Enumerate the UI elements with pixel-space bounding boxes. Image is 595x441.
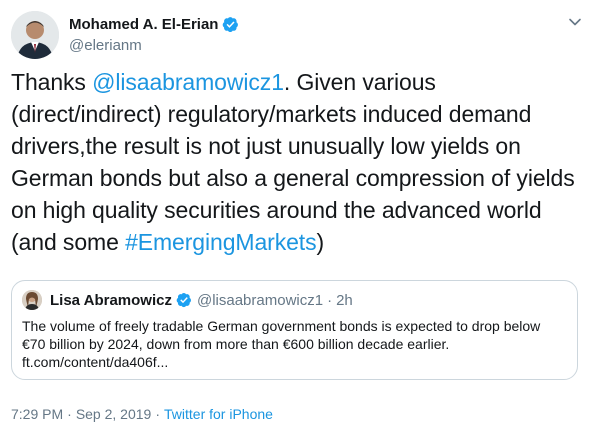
separator-dot: · <box>327 291 333 309</box>
separator-dot: · <box>155 406 160 422</box>
verified-badge-icon <box>176 292 192 308</box>
quoted-tweet-body: The volume of freely tradable German gov… <box>22 317 567 371</box>
tweet-time[interactable]: 7:29 PM <box>11 406 64 422</box>
tweet-text-body: . Given various (direct/indirect) regula… <box>11 69 575 255</box>
author-name[interactable]: Mohamed A. El-Erian <box>69 15 219 33</box>
verified-badge-icon <box>222 16 239 33</box>
tweet-text-end: ) <box>316 229 325 255</box>
quoted-author-handle[interactable]: @lisaabramowicz1 <box>196 291 324 309</box>
quoted-tweet-link[interactable]: ft.com/content/da406f... <box>22 354 169 370</box>
tweet-text: Thanks @lisaabramowicz1. Given various (… <box>11 66 586 258</box>
tweet-text-before: Thanks <box>11 69 93 95</box>
author-avatar[interactable] <box>11 11 59 59</box>
author-info: Mohamed A. El-Erian @elerianm <box>69 14 239 54</box>
author-handle[interactable]: @elerianm <box>69 37 142 54</box>
author-avatar-image <box>11 11 59 59</box>
tweet-meta: 7:29 PM · Sep 2, 2019 · Twitter for iPhone <box>11 406 273 422</box>
quoted-author-name[interactable]: Lisa Abramowicz <box>50 291 172 309</box>
chevron-down-icon[interactable] <box>567 14 583 30</box>
quoted-tweet-text: The volume of freely tradable German gov… <box>22 318 541 352</box>
quoted-tweet-header: Lisa Abramowicz @lisaabramowicz1 · 2h <box>22 290 353 310</box>
tweet-date[interactable]: Sep 2, 2019 <box>75 406 152 422</box>
quoted-tweet[interactable]: Lisa Abramowicz @lisaabramowicz1 · 2h Th… <box>11 280 578 380</box>
quoted-author-avatar[interactable] <box>22 290 42 310</box>
hashtag-link[interactable]: #EmergingMarkets <box>125 229 317 255</box>
tweet-source-link[interactable]: Twitter for iPhone <box>164 406 273 422</box>
mention-link[interactable]: @lisaabramowicz1 <box>92 69 284 95</box>
separator-dot: · <box>67 406 72 422</box>
quoted-tweet-time[interactable]: 2h <box>336 291 353 309</box>
